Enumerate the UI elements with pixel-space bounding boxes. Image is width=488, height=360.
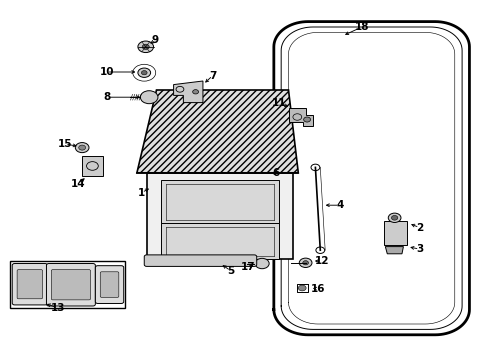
- Bar: [161, 223, 278, 259]
- Circle shape: [138, 41, 153, 53]
- Circle shape: [192, 90, 198, 94]
- Bar: [161, 180, 278, 223]
- Circle shape: [255, 258, 268, 269]
- Polygon shape: [288, 108, 312, 126]
- Text: 9: 9: [152, 35, 159, 45]
- Polygon shape: [146, 173, 293, 259]
- FancyBboxPatch shape: [17, 270, 42, 299]
- FancyBboxPatch shape: [144, 255, 256, 266]
- Text: 17: 17: [241, 262, 255, 272]
- Text: 8: 8: [103, 92, 110, 102]
- Circle shape: [75, 143, 89, 153]
- Polygon shape: [137, 90, 298, 173]
- FancyBboxPatch shape: [46, 264, 95, 306]
- Circle shape: [299, 258, 311, 267]
- Bar: [383, 221, 407, 245]
- Circle shape: [140, 91, 158, 104]
- Circle shape: [387, 213, 400, 222]
- Polygon shape: [385, 247, 403, 254]
- Text: 1: 1: [138, 188, 145, 198]
- Circle shape: [142, 44, 149, 49]
- Text: 12: 12: [314, 256, 328, 266]
- Circle shape: [79, 145, 85, 150]
- Bar: [82, 156, 102, 176]
- FancyBboxPatch shape: [12, 264, 47, 305]
- Bar: [10, 261, 124, 308]
- Circle shape: [302, 261, 308, 265]
- Circle shape: [138, 68, 150, 77]
- Text: 3: 3: [415, 244, 422, 254]
- Text: 5: 5: [227, 266, 234, 276]
- Text: 4: 4: [335, 200, 343, 210]
- Text: 11: 11: [271, 98, 285, 108]
- FancyBboxPatch shape: [95, 266, 123, 303]
- FancyBboxPatch shape: [51, 270, 90, 300]
- Circle shape: [391, 215, 397, 220]
- Text: 7: 7: [208, 71, 216, 81]
- Circle shape: [141, 71, 147, 75]
- Circle shape: [303, 117, 310, 122]
- Text: 10: 10: [99, 67, 114, 77]
- Text: 15: 15: [58, 139, 72, 149]
- Text: 13: 13: [50, 303, 65, 313]
- Text: 16: 16: [310, 284, 325, 294]
- Circle shape: [298, 285, 305, 291]
- Polygon shape: [273, 22, 468, 335]
- Text: 2: 2: [415, 222, 422, 233]
- Polygon shape: [173, 81, 203, 103]
- Text: 6: 6: [272, 168, 279, 178]
- Text: 14: 14: [71, 179, 85, 189]
- Text: 18: 18: [354, 22, 368, 32]
- FancyBboxPatch shape: [100, 272, 119, 297]
